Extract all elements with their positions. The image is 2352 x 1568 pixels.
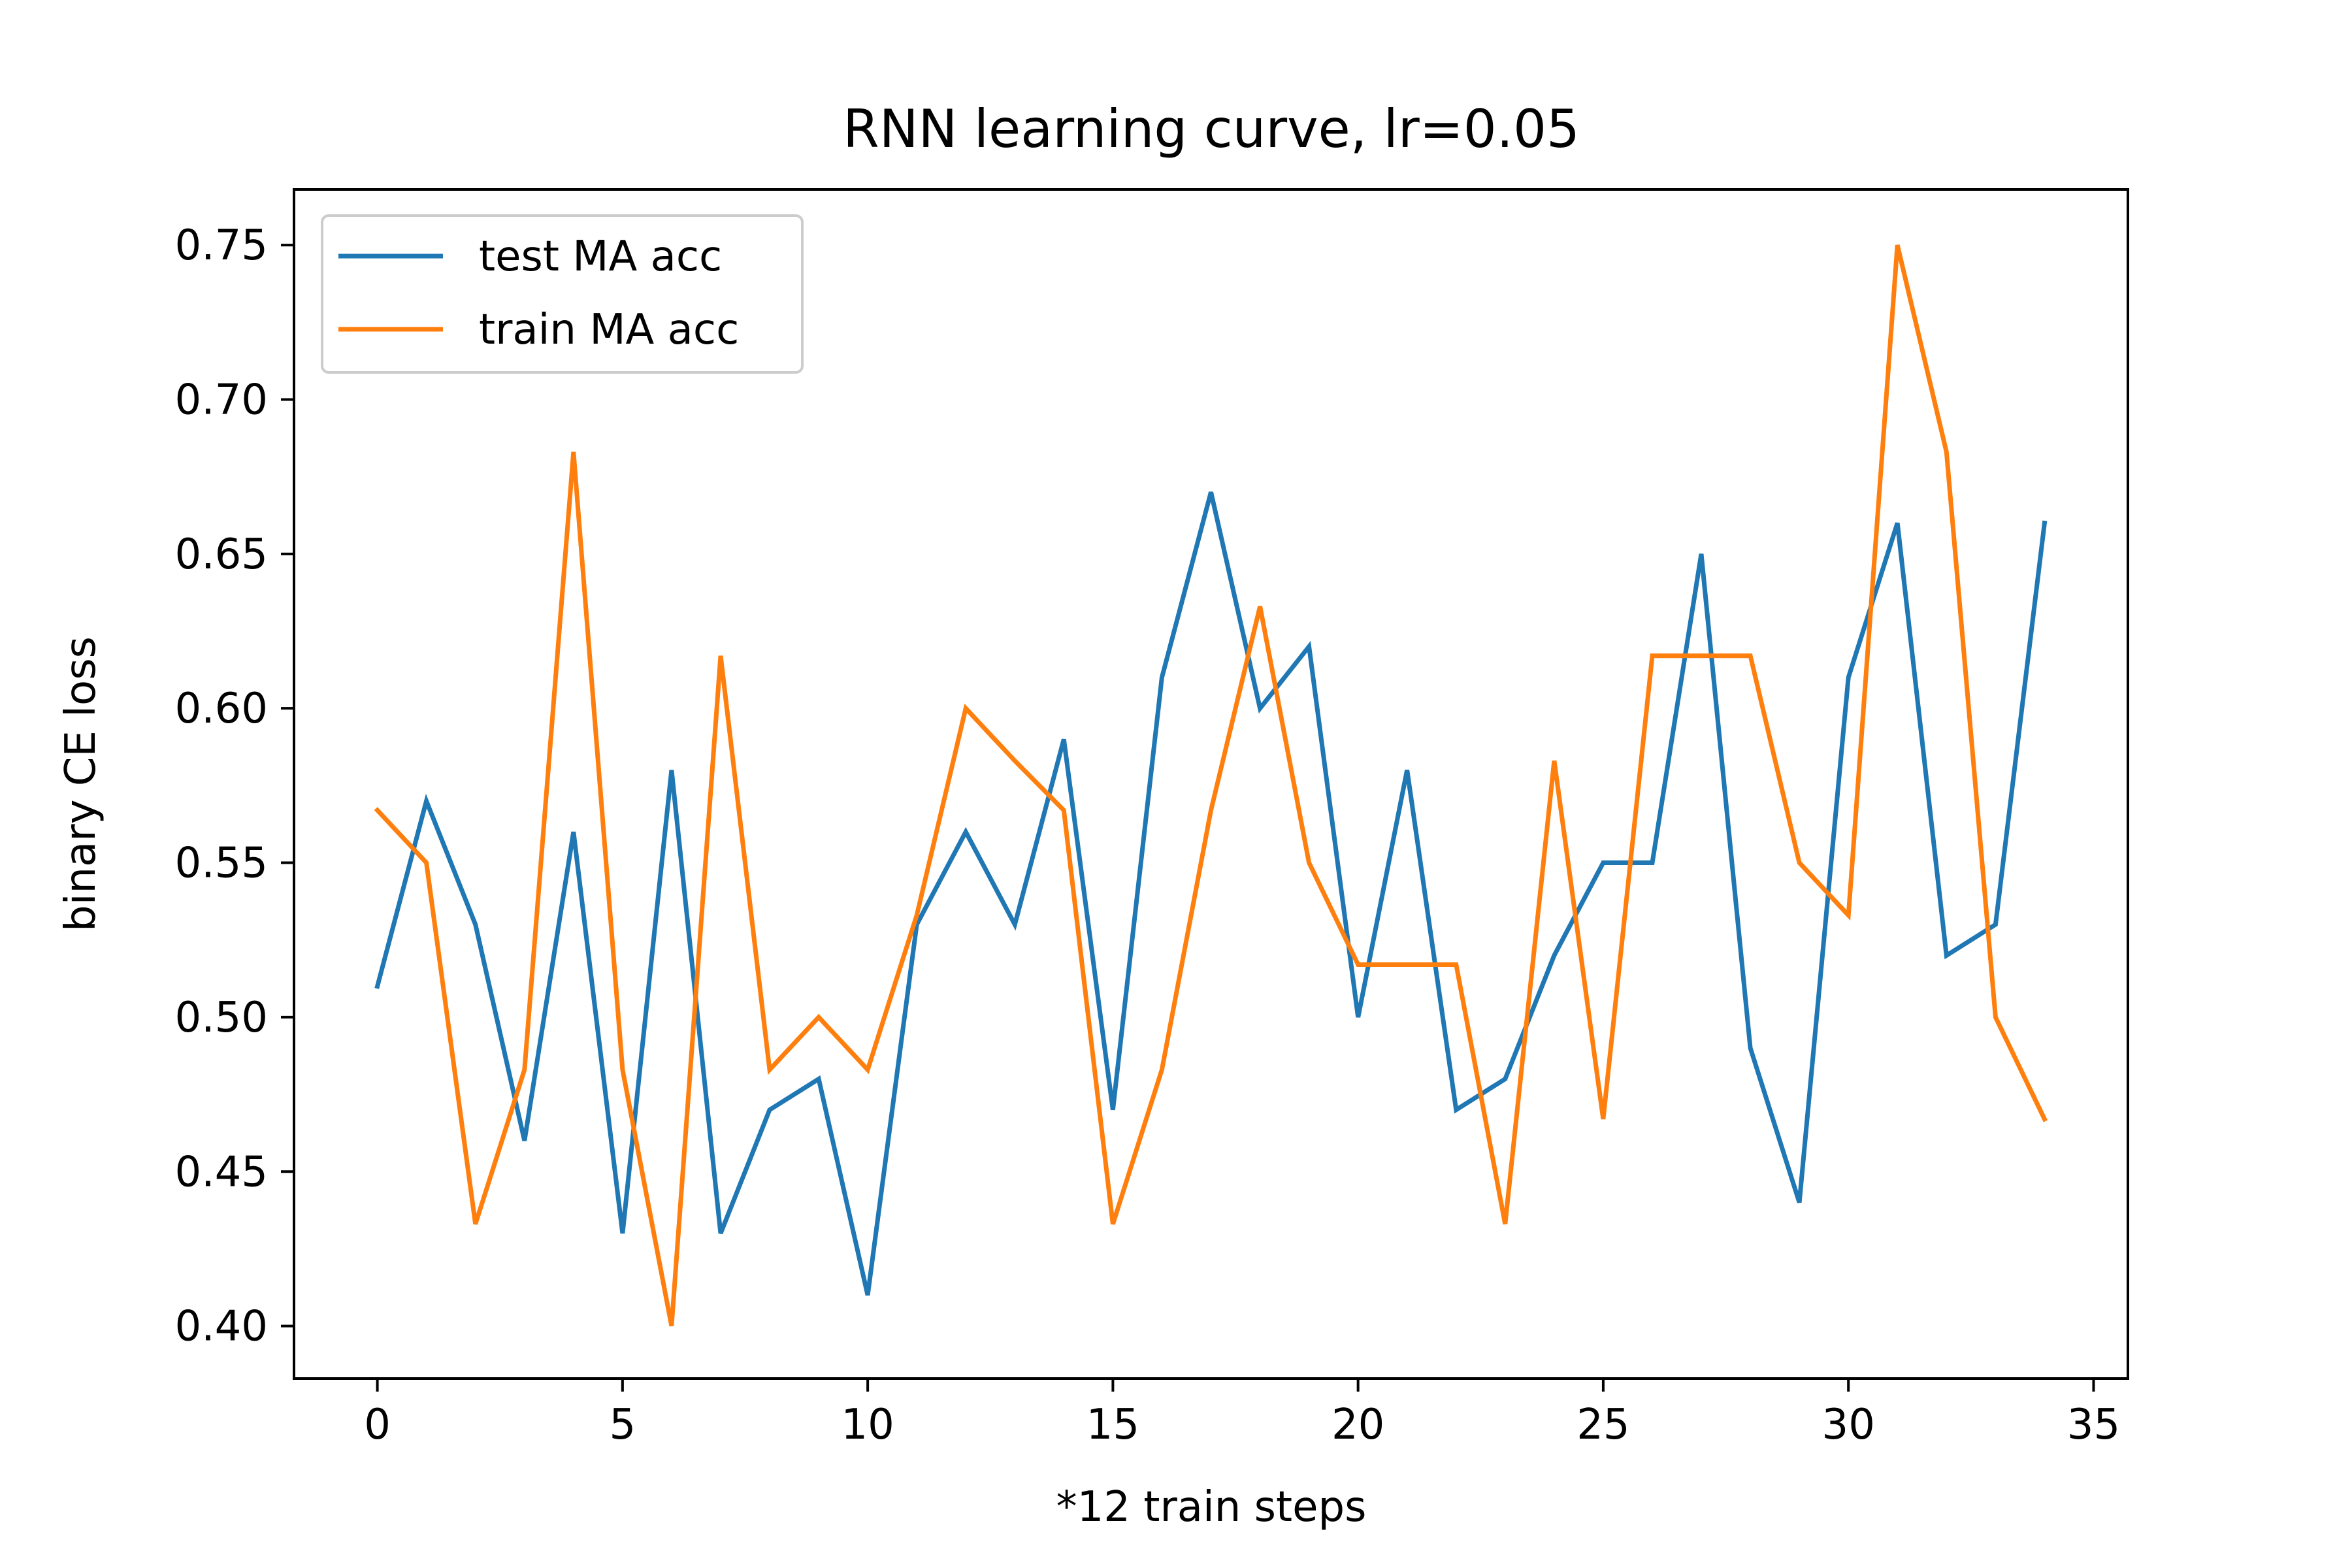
axis-ticks: 0 5 10 15 20 25 30 35 0.40 0.45 0.50 0.55 0.60 0.65 0.… — [175, 221, 2121, 1449]
axes-frame — [293, 188, 2129, 1380]
y-axis-label: binary CE loss — [57, 636, 105, 932]
y-tick-label: 0.60 — [175, 685, 269, 733]
plot-area — [374, 244, 2048, 1327]
chart-title: RNN learning curve, lr=0.05 — [843, 99, 1580, 159]
legend: test MA acc train MA acc — [321, 214, 804, 374]
y-tick-label: 0.50 — [175, 994, 269, 1042]
legend-label: train MA acc — [479, 306, 739, 354]
series-line-train-ma-acc — [374, 244, 2048, 1327]
y-tick-label: 0.75 — [175, 221, 269, 270]
x-tick-label: 15 — [1086, 1401, 1139, 1449]
x-tick-label: 25 — [1576, 1401, 1629, 1449]
x-tick-label: 20 — [1331, 1401, 1384, 1449]
x-tick-label: 35 — [2067, 1401, 2120, 1449]
x-tick-label: 30 — [1821, 1401, 1874, 1449]
y-tick-label: 0.70 — [175, 376, 269, 424]
x-tick-label: 5 — [609, 1401, 636, 1449]
x-tick-label: 0 — [364, 1401, 391, 1449]
y-tick-label: 0.65 — [175, 531, 269, 579]
x-tick-label: 10 — [841, 1401, 894, 1449]
legend-label: test MA acc — [479, 233, 722, 281]
x-axis-label: *12 train steps — [1056, 1483, 1367, 1531]
series-line-test-ma-acc — [374, 491, 2048, 1296]
y-tick-label: 0.40 — [175, 1303, 269, 1351]
y-tick-label: 0.45 — [175, 1148, 269, 1196]
y-tick-label: 0.55 — [175, 840, 269, 888]
